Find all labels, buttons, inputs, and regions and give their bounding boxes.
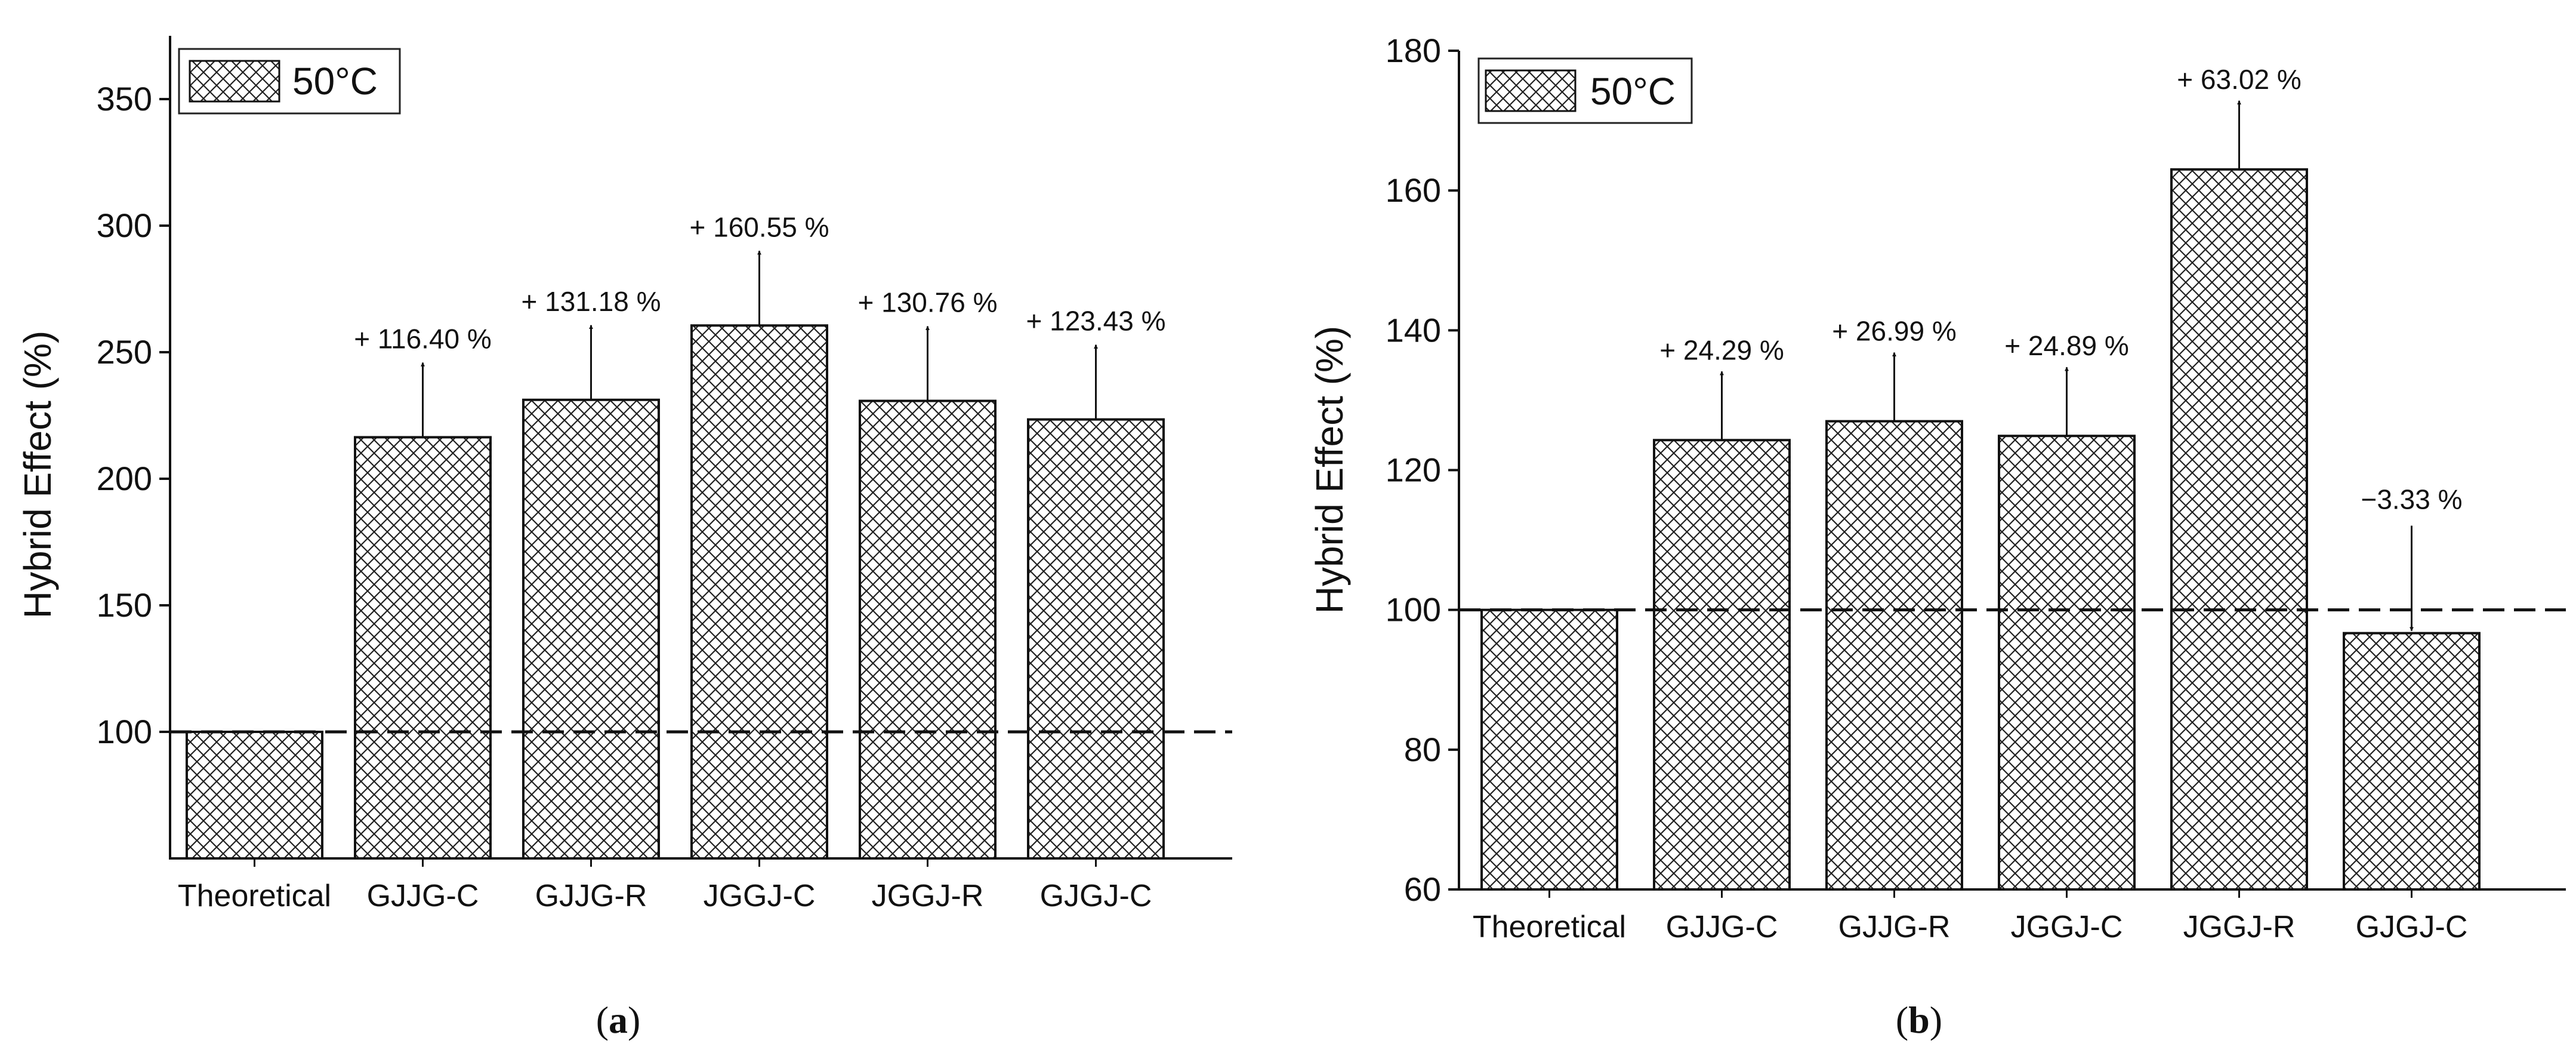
annotation-label: + 160.55 % (689, 211, 829, 242)
legend-label: 50°C (1590, 70, 1676, 113)
legend-label: 50°C (292, 60, 378, 103)
panel-label-b: (b) (1896, 999, 1942, 1041)
bar-gjjg-r (1825, 420, 1963, 891)
chart-panel-a: + 116.40 % + 131.18 % + 160.55 % + 130.76 %… (16, 36, 1232, 1041)
chart-panel-b: + 24.29 % + 26.99 % + 24.89 % + 63.02 % −3.3… (1308, 32, 2566, 1041)
panel-label-a-open: ( (596, 999, 609, 1041)
legend-swatch (189, 60, 280, 103)
x-tick-label: GJJG-C (1666, 910, 1778, 944)
x-tick-label: JGGJ-R (2183, 910, 2296, 944)
bar-theoretical (1480, 608, 1618, 891)
y-axis-title: Hybrid Effect (%) (1308, 326, 1351, 614)
annotation-label: + 131.18 % (521, 286, 661, 317)
bar-jggj-r (859, 399, 997, 860)
annotation-label: + 24.89 % (2004, 330, 2128, 361)
y-tick-label: 350 (97, 80, 152, 118)
legend-swatch (1485, 69, 1577, 112)
y-tick-label: 80 (1404, 731, 1441, 768)
panel-label-b-close: ) (1930, 999, 1942, 1041)
bar-gjjg-c (1653, 439, 1791, 891)
annotation-label: + 130.76 % (857, 287, 997, 318)
y-tick-label: 200 (97, 460, 152, 497)
x-tick-label: GJJG-C (367, 879, 479, 913)
y-tick-label: 100 (97, 713, 152, 750)
y-tick-label: 120 (1386, 451, 1441, 489)
x-tick-label: GJJG-R (535, 879, 647, 913)
panel-label-b-letter: b (1908, 999, 1930, 1041)
annotation-label: + 26.99 % (1832, 316, 1956, 347)
y-tick-label: 180 (1386, 32, 1441, 69)
y-tick-label: 60 (1404, 870, 1441, 908)
y-tick-label: 100 (1386, 591, 1441, 629)
x-tick-label: GJJG-R (1838, 910, 1951, 944)
y-tick-label: 250 (97, 333, 152, 371)
x-tick-label: JGGJ-C (2011, 910, 2123, 944)
plot-area: + 116.40 % + 131.18 % + 160.55 % + 130.76 %… (97, 36, 1232, 913)
annotation-label: + 63.02 % (2177, 64, 2301, 95)
bar-jggj-c (690, 324, 828, 860)
x-tick-label: JGGJ-C (704, 879, 816, 913)
y-tick-label: 160 (1386, 171, 1441, 209)
annotation-label: −3.33 % (2361, 484, 2462, 515)
y-tick-label: 150 (97, 586, 152, 624)
y-tick-label: 140 (1386, 311, 1441, 349)
plot-area: + 24.29 % + 26.99 % + 24.89 % + 63.02 % −3.3… (1386, 32, 2566, 944)
x-tick-label: GJGJ-C (1040, 879, 1152, 913)
bar-gjgj-c (2343, 632, 2481, 891)
bar-gjgj-c (1027, 418, 1165, 860)
x-tick-label: Theoretical (1473, 910, 1626, 944)
bar-theoretical (186, 731, 323, 860)
x-tick-label: Theoretical (178, 879, 331, 913)
annotation-label: + 123.43 % (1026, 306, 1165, 337)
y-tick-label: 300 (97, 207, 152, 244)
bar-gjjg-c (354, 436, 492, 860)
panel-label-b-open: ( (1896, 999, 1908, 1041)
panel-label-a: (a) (596, 999, 641, 1041)
x-tick-label: JGGJ-R (872, 879, 984, 913)
bar-jggj-c (1998, 435, 2136, 891)
annotation-label: + 24.29 % (1659, 334, 1784, 365)
bar-jggj-r (2170, 168, 2308, 891)
y-axis-title: Hybrid Effect (%) (16, 331, 59, 619)
legend: 50°C (1477, 57, 1693, 124)
legend: 50°C (178, 48, 401, 115)
panel-label-a-letter: a (609, 999, 628, 1041)
panel-label-a-close: ) (628, 999, 640, 1041)
bar-gjjg-r (522, 398, 660, 860)
x-tick-label: GJGJ-C (2356, 910, 2468, 944)
annotation-label: + 116.40 % (354, 323, 492, 354)
